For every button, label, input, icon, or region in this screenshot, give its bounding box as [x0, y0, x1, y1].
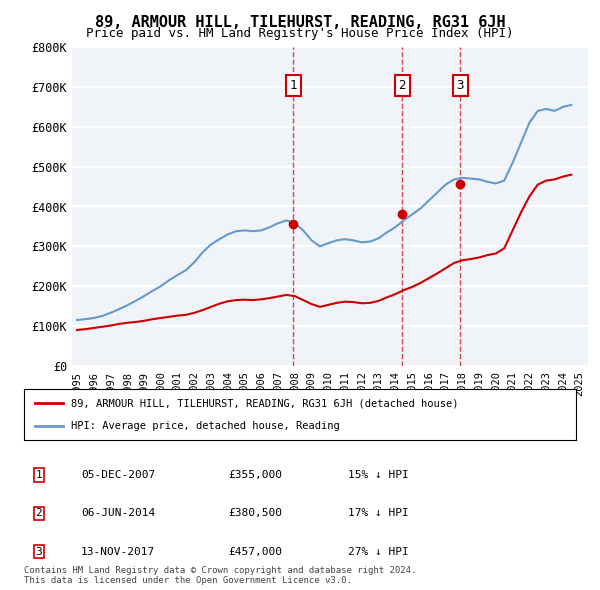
Text: £355,000: £355,000 — [228, 470, 282, 480]
Text: 1: 1 — [35, 470, 43, 480]
Text: 89, ARMOUR HILL, TILEHURST, READING, RG31 6JH (detached house): 89, ARMOUR HILL, TILEHURST, READING, RG3… — [71, 398, 458, 408]
Text: 15% ↓ HPI: 15% ↓ HPI — [348, 470, 409, 480]
Text: HPI: Average price, detached house, Reading: HPI: Average price, detached house, Read… — [71, 421, 340, 431]
Text: 2: 2 — [35, 509, 43, 518]
Text: 06-JUN-2014: 06-JUN-2014 — [81, 509, 155, 518]
Text: 1: 1 — [290, 79, 297, 92]
Text: 89, ARMOUR HILL, TILEHURST, READING, RG31 6JH: 89, ARMOUR HILL, TILEHURST, READING, RG3… — [95, 15, 505, 30]
Text: £457,000: £457,000 — [228, 547, 282, 556]
Text: 3: 3 — [457, 79, 464, 92]
Text: 13-NOV-2017: 13-NOV-2017 — [81, 547, 155, 556]
Text: Contains HM Land Registry data © Crown copyright and database right 2024.: Contains HM Land Registry data © Crown c… — [24, 566, 416, 575]
Text: 17% ↓ HPI: 17% ↓ HPI — [348, 509, 409, 518]
Text: 2: 2 — [398, 79, 406, 92]
Text: Price paid vs. HM Land Registry's House Price Index (HPI): Price paid vs. HM Land Registry's House … — [86, 27, 514, 40]
Text: 3: 3 — [35, 547, 43, 556]
Text: 27% ↓ HPI: 27% ↓ HPI — [348, 547, 409, 556]
Text: 05-DEC-2007: 05-DEC-2007 — [81, 470, 155, 480]
Text: This data is licensed under the Open Government Licence v3.0.: This data is licensed under the Open Gov… — [24, 576, 352, 585]
Text: £380,500: £380,500 — [228, 509, 282, 518]
